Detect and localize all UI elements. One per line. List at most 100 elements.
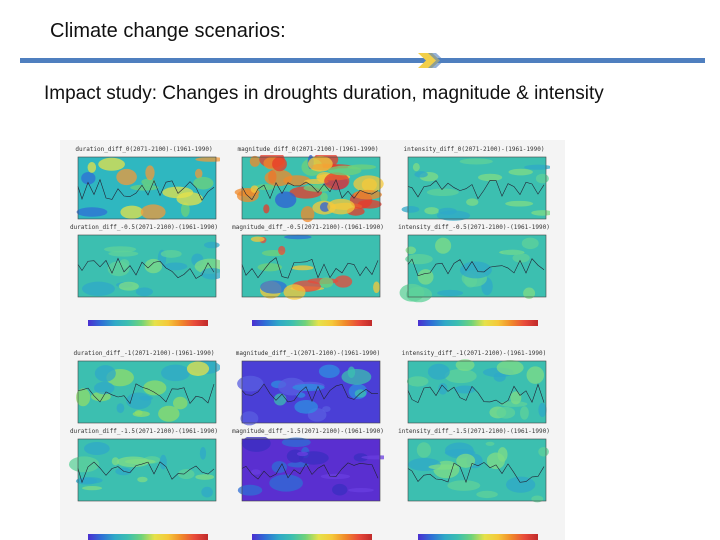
map-color-patch xyxy=(237,484,263,496)
map-color-patch xyxy=(353,175,384,193)
map-color-patch xyxy=(412,162,420,172)
map-plot xyxy=(406,359,547,424)
map-color-patch xyxy=(521,237,539,250)
map-color-patch xyxy=(81,281,115,296)
map-color-patch xyxy=(263,204,270,214)
colorbar xyxy=(418,534,538,540)
map-plot xyxy=(399,234,547,303)
map-panel-title: duration_diff_0(2071-2100)-(1961-1990) xyxy=(75,146,213,153)
map-color-patch xyxy=(281,437,311,448)
map-color-patch xyxy=(435,237,452,254)
map-color-patch xyxy=(286,449,304,463)
map-color-patch xyxy=(319,277,334,288)
map-plot xyxy=(407,438,549,503)
map-color-patch xyxy=(135,287,153,297)
map-color-patch xyxy=(455,359,475,371)
map-color-patch xyxy=(178,469,195,480)
map-color-patch xyxy=(427,363,450,380)
drought-maps-figure: duration_diff_0(2071-2100)-(1961-1990)ma… xyxy=(60,140,565,540)
coastline xyxy=(241,383,379,403)
map-color-patch xyxy=(120,205,144,219)
map-color-patch xyxy=(496,406,516,419)
map-color-patch xyxy=(76,207,108,217)
map-color-patch xyxy=(405,246,417,255)
map-panel-title: duration_diff_-0.5(2071-2100)-(1961-1990… xyxy=(69,224,219,231)
coastline xyxy=(407,258,545,277)
map-plot xyxy=(77,234,220,298)
map-color-patch xyxy=(405,254,433,265)
map-color-patch xyxy=(341,368,372,385)
map-color-patch xyxy=(502,249,524,256)
map-color-patch xyxy=(158,405,180,422)
map-color-patch xyxy=(250,236,265,242)
map-panel-title: duration_diff_-1.5(2071-2100)-(1961-1990… xyxy=(69,428,219,435)
map-color-patch xyxy=(132,411,150,418)
map-color-patch xyxy=(416,442,432,458)
map-color-patch xyxy=(424,207,439,215)
map-panel-p11: magnitude_diff_-0.5(2071-2100)-(1961-199… xyxy=(232,224,384,304)
map-plot xyxy=(401,156,550,221)
map-color-patch xyxy=(348,487,374,493)
coastline xyxy=(241,462,379,480)
map-color-patch xyxy=(399,283,425,302)
map-color-patch xyxy=(477,173,503,182)
map-color-patch xyxy=(476,490,498,499)
map-color-patch xyxy=(437,289,464,297)
coastline xyxy=(407,180,545,200)
map-plot xyxy=(68,438,217,502)
map-color-patch xyxy=(82,485,103,491)
map-frame xyxy=(407,234,547,298)
map-color-patch xyxy=(496,360,524,375)
map-color-patch xyxy=(204,241,220,249)
map-color-patch xyxy=(75,477,97,485)
map-color-patch xyxy=(428,464,458,470)
map-color-patch xyxy=(438,383,448,395)
map-color-patch xyxy=(512,253,530,263)
map-color-patch xyxy=(459,158,493,165)
map-color-patch xyxy=(176,192,203,206)
map-color-patch xyxy=(485,441,495,446)
map-color-patch xyxy=(145,165,155,181)
map-color-patch xyxy=(531,210,550,216)
map-color-patch xyxy=(141,178,156,186)
map-frame xyxy=(241,234,381,298)
map-color-patch xyxy=(334,275,353,288)
map-panel-title: intensity_diff_0(2071-2100)-(1961-1990) xyxy=(403,146,545,153)
map-color-patch xyxy=(307,156,333,172)
map-frame xyxy=(77,156,217,220)
map-panel-p21: magnitude_diff_-1(2071-2100)-(1961-1990) xyxy=(232,350,384,430)
map-panel-p20: duration_diff_-1(2071-2100)-(1961-1990) xyxy=(68,350,220,430)
map-color-patch xyxy=(406,376,429,387)
map-color-patch xyxy=(195,474,215,480)
map-color-patch xyxy=(144,258,163,274)
coastline xyxy=(77,461,215,484)
map-color-patch xyxy=(250,469,261,475)
map-color-patch xyxy=(535,173,549,184)
map-color-patch xyxy=(456,453,476,468)
map-color-patch xyxy=(531,495,544,503)
map-color-patch xyxy=(426,188,459,197)
map-plot xyxy=(237,360,381,426)
map-color-patch xyxy=(459,261,492,279)
map-color-patch xyxy=(87,162,97,173)
map-panel-title: magnitude_diff_0(2071-2100)-(1961-1990) xyxy=(237,146,379,153)
map-color-patch xyxy=(199,446,207,460)
map-color-patch xyxy=(116,456,150,468)
coastline xyxy=(407,383,545,405)
map-color-patch xyxy=(94,381,115,395)
map-color-patch xyxy=(237,375,264,392)
map-color-patch xyxy=(98,157,125,171)
map-color-patch xyxy=(436,210,471,221)
map-color-patch xyxy=(327,198,355,215)
map-color-patch xyxy=(250,185,259,193)
map-color-patch xyxy=(186,361,210,376)
map-color-patch xyxy=(116,168,137,186)
map-color-patch xyxy=(296,451,309,457)
map-frame xyxy=(77,234,217,298)
map-color-patch xyxy=(538,402,547,418)
coastline xyxy=(241,178,379,201)
map-color-patch xyxy=(116,403,125,414)
map-color-patch xyxy=(84,442,110,455)
map-color-patch xyxy=(143,380,167,396)
map-color-patch xyxy=(322,406,331,412)
